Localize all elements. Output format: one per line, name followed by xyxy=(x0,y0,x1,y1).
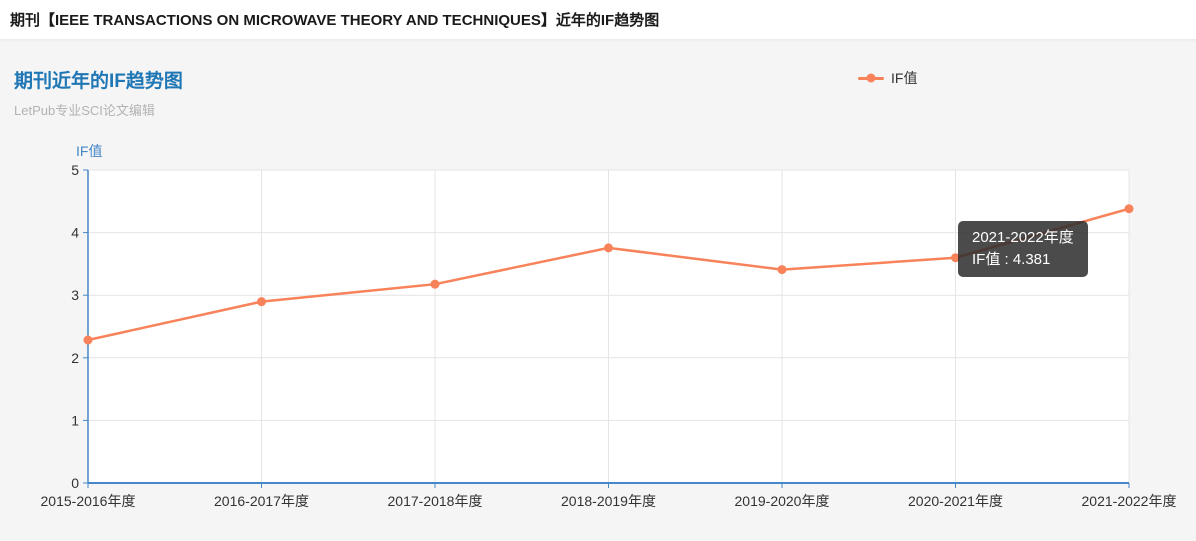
y-tick-label: 2 xyxy=(71,350,79,366)
y-tick-label: 1 xyxy=(71,412,79,428)
x-tick-label: 2020-2021年度 xyxy=(908,493,1003,509)
data-point[interactable] xyxy=(430,279,440,289)
legend-dot-icon xyxy=(866,73,876,83)
data-point[interactable] xyxy=(83,335,93,345)
x-tick-label: 2021-2022年度 xyxy=(1082,493,1177,509)
x-tick-label: 2018-2019年度 xyxy=(561,493,656,509)
chart-title: 期刊近年的IF趋势图 xyxy=(14,71,183,92)
legend-label: IF值 xyxy=(891,70,918,86)
top-header-bar: 期刊【IEEE TRANSACTIONS ON MICROWAVE THEORY… xyxy=(0,0,1196,40)
data-point[interactable] xyxy=(1124,204,1134,214)
data-point[interactable] xyxy=(604,243,613,253)
legend-line-icon xyxy=(858,73,884,83)
y-tick-label: 4 xyxy=(71,225,79,241)
y-tick-label: 3 xyxy=(71,287,79,303)
x-tick-label: 2019-2020年度 xyxy=(735,493,830,509)
data-point[interactable] xyxy=(951,253,960,263)
x-tick-label: 2015-2016年度 xyxy=(41,493,136,509)
data-point[interactable] xyxy=(777,265,787,275)
if-trend-line-chart: 0 1 2 3 4 5 2015-2016年度 2016-2017年度 2017-2018年度 2… xyxy=(41,143,1177,509)
x-tick-label: 2016-2017年度 xyxy=(214,493,309,509)
page-title: 期刊【IEEE TRANSACTIONS ON MICROWAVE THEORY… xyxy=(10,12,660,29)
y-tick-label: 5 xyxy=(71,162,79,178)
y-tick-label: 0 xyxy=(71,475,79,491)
data-point[interactable] xyxy=(257,297,266,307)
chart-subtitle: LetPub专业SCI论文编辑 xyxy=(14,103,155,118)
x-tick-label: 2017-2018年度 xyxy=(388,493,483,509)
y-axis-title: IF值 xyxy=(76,143,102,159)
legend-item-if[interactable]: IF值 xyxy=(858,68,917,88)
